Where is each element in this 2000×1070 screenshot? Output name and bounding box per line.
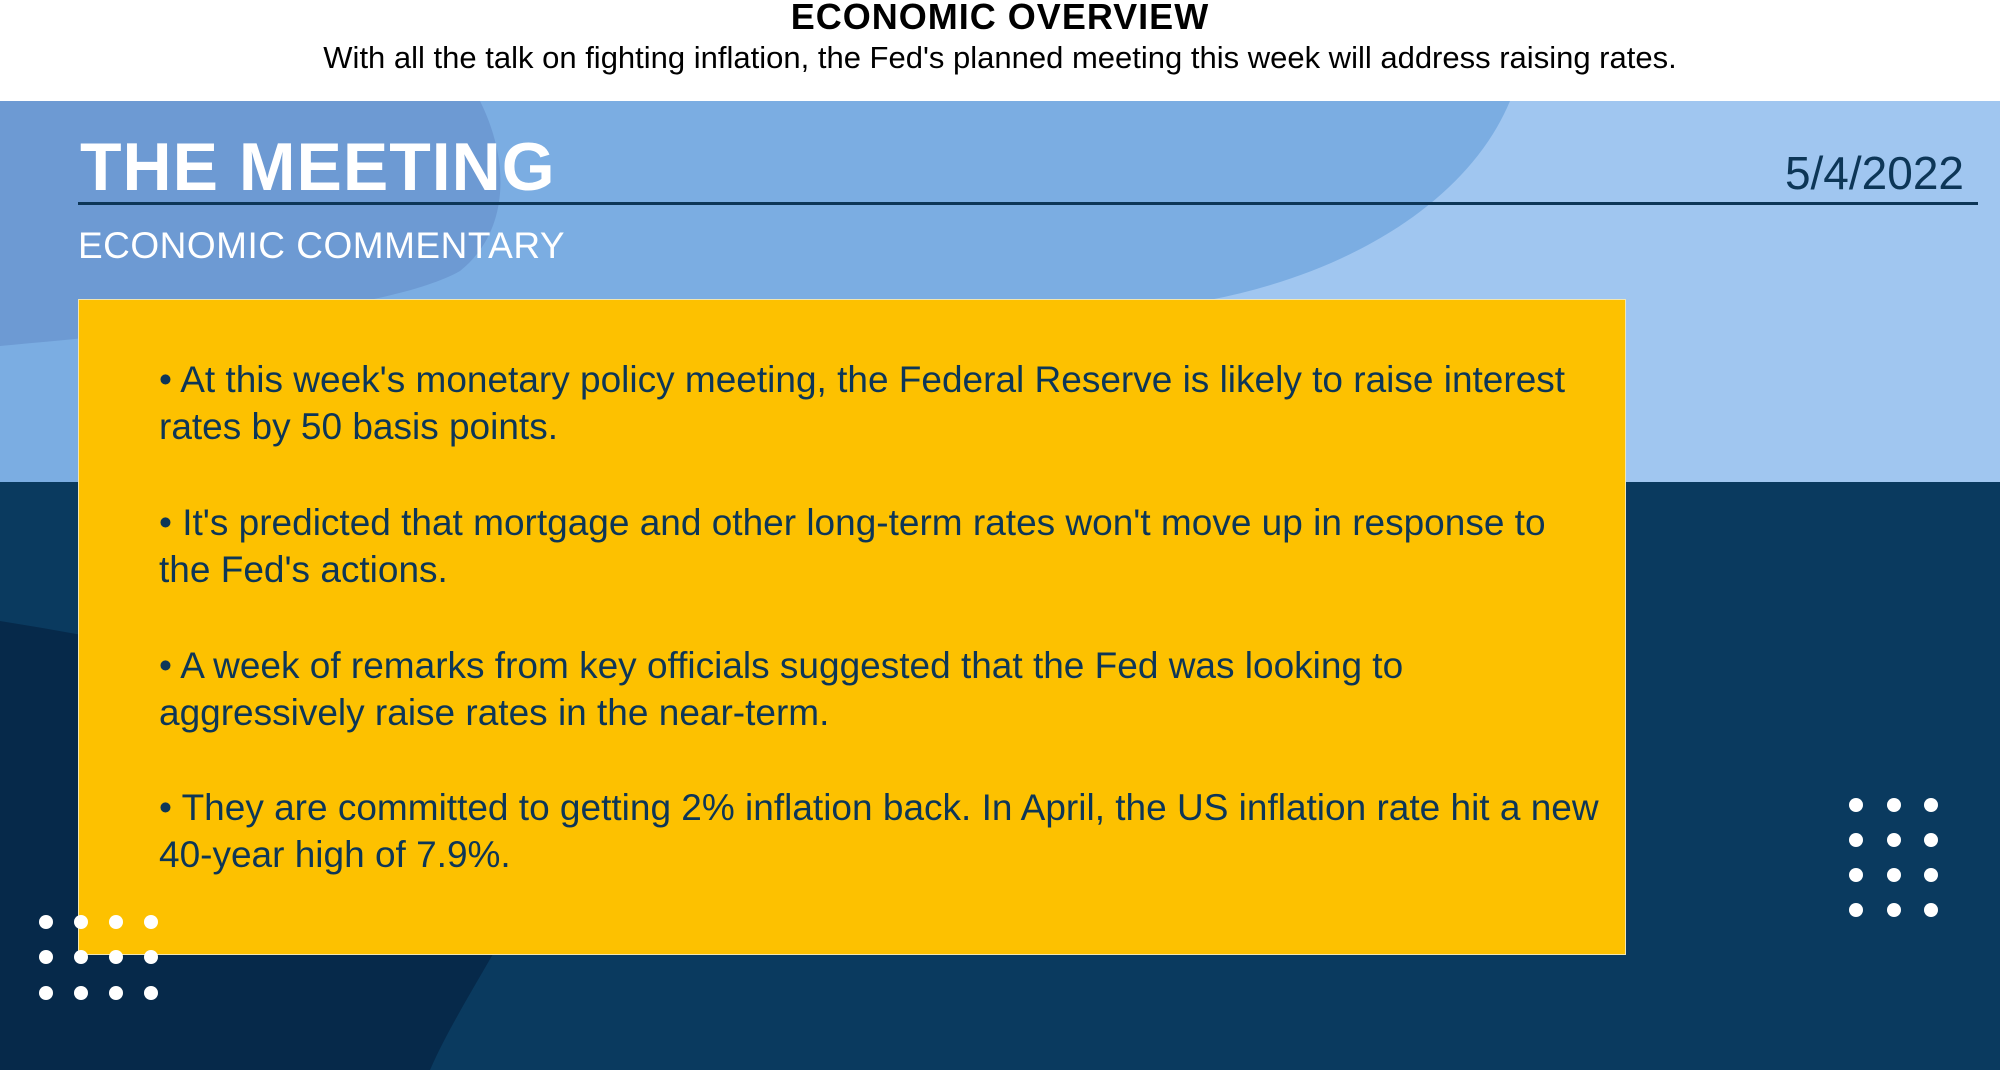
bullet-item: • At this week's monetary policy meeting… bbox=[159, 359, 1566, 447]
title-divider bbox=[78, 202, 1978, 205]
date-label: 5/4/2022 bbox=[1784, 147, 1964, 199]
banner: THE MEETING 5/4/2022 ECONOMIC COMMENTARY… bbox=[0, 101, 2000, 1070]
top-header: ECONOMIC OVERVIEW With all the talk on f… bbox=[0, 0, 2000, 101]
bullet-item: • They are committed to getting 2% infla… bbox=[159, 787, 1599, 875]
commentary-card: • At this week's monetary policy meeting… bbox=[78, 299, 1626, 955]
bullet-item: • It's predicted that mortgage and other… bbox=[159, 502, 1546, 590]
section-title: THE MEETING bbox=[80, 129, 556, 205]
dot-grid-right bbox=[1849, 798, 1939, 918]
page-title: ECONOMIC OVERVIEW bbox=[790, 0, 1210, 37]
bullet-item: • A week of remarks from key officials s… bbox=[159, 645, 1404, 733]
page-subtitle: With all the talk on fighting inflation,… bbox=[323, 40, 1677, 75]
dot-grid-left bbox=[39, 915, 164, 1005]
left-arc-shape bbox=[0, 101, 501, 346]
section-subtitle: ECONOMIC COMMENTARY bbox=[78, 225, 566, 266]
